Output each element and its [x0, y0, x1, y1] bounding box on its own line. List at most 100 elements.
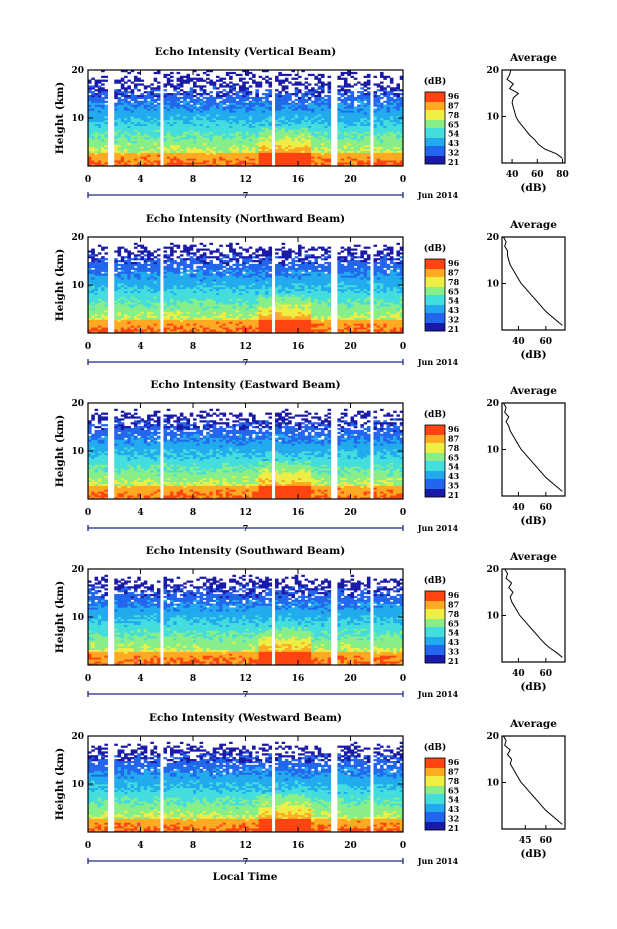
colorbar: [424, 258, 446, 332]
profile-line: [502, 735, 563, 825]
colorbar-tick-label: 87: [448, 766, 459, 776]
colorbar-tick-label: 43: [448, 637, 460, 647]
x-tick-label: 16: [292, 508, 305, 518]
profile-x-label: (dB): [520, 681, 546, 693]
colorbar-tick-label: 32: [448, 814, 459, 824]
profile-y-tick-label: 10: [486, 446, 499, 456]
profile-x-tick-label: 40: [512, 669, 525, 679]
x-tick-label: 12: [239, 841, 252, 851]
x-tick-label: 20: [344, 508, 357, 518]
profile-x-tick-label: 60: [531, 170, 544, 180]
heatmap-field: [88, 741, 404, 833]
y-axis-label: Height (km): [54, 82, 66, 154]
x-tick-label: 4: [137, 175, 143, 185]
panel-title: Echo Intensity (Eastward Beam): [150, 379, 340, 391]
x-tick-label: 8: [190, 674, 196, 684]
x-tick-label: 0: [85, 841, 91, 851]
panel-title: Echo Intensity (Northward Beam): [146, 213, 345, 225]
y-axis-label: Height (km): [54, 748, 66, 820]
x-axis-label: Local Time: [213, 871, 278, 883]
colorbar-unit: (dB): [424, 243, 446, 254]
y-tick-label: 20: [71, 732, 84, 742]
panel-4: Echo Intensity (Southward Beam) 0 4 8 12 16 20…: [54, 545, 566, 699]
x-tick-label: 8: [190, 841, 196, 851]
profile-x-tick-label: 40: [506, 170, 519, 180]
colorbar-tick-label: 78: [448, 776, 460, 786]
profile-title: Average: [509, 52, 557, 64]
x-tick-label: 8: [190, 342, 196, 352]
colorbar-tick-label: 78: [448, 277, 460, 287]
colorbar-tick-label: 33: [448, 647, 460, 657]
colorbar-tick-label: 43: [448, 305, 460, 315]
panel-2: Echo Intensity (Northward Beam) 0 4 8 12 16 20…: [54, 213, 566, 367]
x-tick-label: 0: [85, 342, 91, 352]
x-tick-label: 0: [400, 342, 406, 352]
profile-x-label: (dB): [520, 848, 546, 860]
profile-x-tick-label: 60: [540, 836, 553, 846]
profile-title: Average: [509, 718, 557, 730]
profile-y-tick-label: 20: [486, 66, 499, 76]
panel-3: Echo Intensity (Eastward Beam) 0 4 8 12 16 20 0…: [54, 379, 566, 533]
date-marker: 7: [243, 357, 249, 367]
panel-title: Echo Intensity (Westward Beam): [149, 712, 342, 724]
y-tick-label: 10: [71, 281, 84, 291]
colorbar-tick-label: 87: [448, 267, 459, 277]
heatmap-field: [88, 574, 404, 666]
panel-1: Echo Intensity (Vertical Beam) 0 4 8 12 16 20 0…: [54, 46, 569, 200]
profile-x-tick-label: 60: [540, 669, 553, 679]
profile-title: Average: [509, 551, 557, 563]
colorbar-tick-label: 21: [448, 656, 459, 666]
x-tick-label: 0: [85, 674, 91, 684]
colorbar-tick-label: 87: [448, 100, 459, 110]
profile-x-tick-label: 40: [512, 503, 525, 513]
date-label: Jun 2014: [417, 357, 459, 367]
x-tick-label: 20: [344, 841, 357, 851]
heatmap-field: [88, 408, 404, 500]
colorbar: [424, 590, 446, 664]
x-tick-label: 0: [85, 508, 91, 518]
profile-y-tick-label: 20: [486, 233, 499, 243]
profile-y-tick-label: 10: [486, 779, 499, 789]
profile-frame: [501, 69, 566, 164]
profile-x-tick-label: 45: [519, 836, 532, 846]
colorbar-unit: (dB): [424, 76, 446, 87]
x-tick-label: 4: [137, 674, 143, 684]
colorbar-tick-label: 35: [448, 481, 459, 491]
x-tick-label: 12: [239, 674, 252, 684]
colorbar-tick-label: 54: [448, 795, 460, 805]
profile-line: [502, 402, 563, 492]
profile-y-tick-label: 10: [486, 280, 499, 290]
profile-frame: [501, 236, 566, 331]
panel-5: Echo Intensity (Westward Beam) 0 4 8 12 16 20 0…: [54, 712, 566, 866]
y-tick-label: 10: [71, 613, 84, 623]
profile-x-label: (dB): [520, 515, 546, 527]
profile-frame: [501, 735, 566, 830]
y-axis-label: Height (km): [54, 249, 66, 321]
colorbar-tick-label: 65: [448, 452, 459, 462]
profile-frame: [501, 402, 566, 497]
y-tick-label: 10: [71, 447, 84, 457]
profile-y-tick-label: 20: [486, 732, 499, 742]
x-tick-label: 8: [190, 508, 196, 518]
x-tick-label: 0: [400, 508, 406, 518]
colorbar-tick-label: 96: [448, 590, 460, 600]
profile-title: Average: [509, 219, 557, 231]
date-label: Jun 2014: [417, 190, 459, 200]
y-tick-label: 20: [71, 399, 84, 409]
date-marker: 7: [243, 190, 249, 200]
x-tick-label: 16: [292, 342, 305, 352]
y-axis-label: Height (km): [54, 581, 66, 653]
colorbar-tick-label: 96: [448, 757, 460, 767]
date-marker: 7: [243, 856, 249, 866]
colorbar-unit: (dB): [424, 575, 446, 586]
x-tick-label: 20: [344, 674, 357, 684]
colorbar-tick-label: 54: [448, 296, 460, 306]
colorbar-tick-label: 54: [448, 129, 460, 139]
colorbar-unit: (dB): [424, 409, 446, 420]
x-tick-label: 16: [292, 841, 305, 851]
profile-y-tick-label: 20: [486, 565, 499, 575]
profile-line: [502, 236, 563, 326]
heatmap-field: [88, 70, 404, 167]
x-tick-label: 4: [137, 342, 143, 352]
